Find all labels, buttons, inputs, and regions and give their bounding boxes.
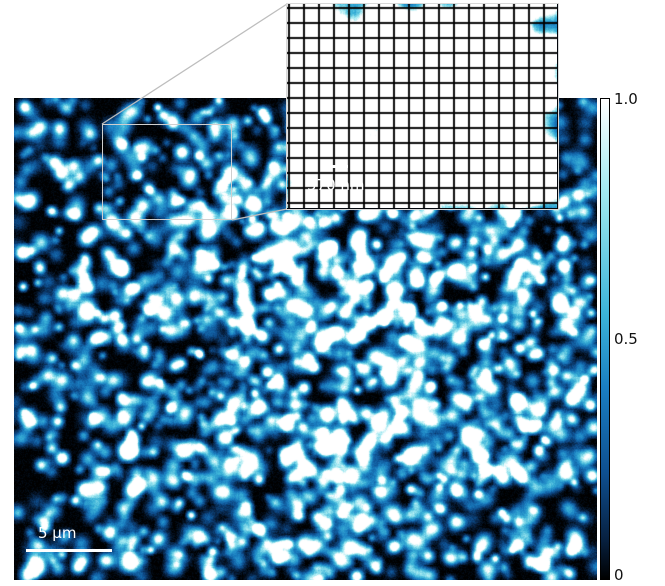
main-scale-bar [26, 549, 112, 552]
inset-scale-bar [331, 165, 348, 168]
inset-zoom-image: 570 nm [286, 3, 559, 210]
colorbar-label-bottom: 0 [614, 566, 624, 584]
inset-scale-label: 570 nm [307, 176, 365, 194]
colorbar-label-middle: 0.5 [614, 330, 638, 348]
inset-image-canvas [287, 4, 557, 208]
intensity-colorbar [600, 98, 610, 580]
colorbar-label-top: 1.0 [614, 90, 638, 108]
main-scale-label: 5 μm [38, 524, 77, 542]
zoom-region-box [102, 124, 232, 220]
